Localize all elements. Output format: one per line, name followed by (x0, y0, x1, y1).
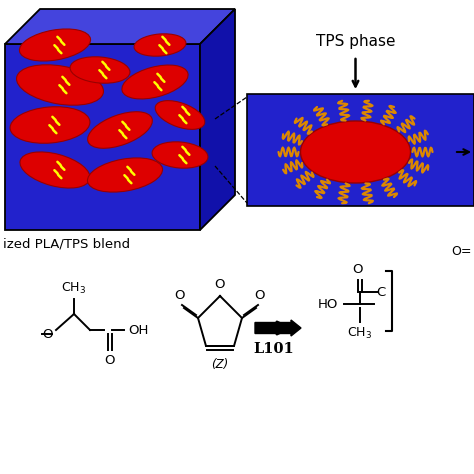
Text: O: O (353, 263, 363, 276)
Ellipse shape (155, 100, 205, 129)
Text: O: O (175, 289, 185, 302)
Ellipse shape (134, 34, 186, 56)
Text: CH$_3$: CH$_3$ (62, 281, 87, 296)
Text: C: C (376, 285, 385, 299)
Text: O: O (43, 328, 53, 340)
Text: (Z): (Z) (211, 358, 228, 371)
Polygon shape (5, 44, 200, 230)
Ellipse shape (17, 65, 103, 105)
Polygon shape (5, 9, 235, 44)
Ellipse shape (152, 142, 208, 168)
Text: L101: L101 (254, 342, 294, 356)
Text: CH$_3$: CH$_3$ (347, 326, 373, 341)
Ellipse shape (88, 112, 152, 148)
Text: TPS phase: TPS phase (316, 34, 395, 49)
FancyArrow shape (255, 320, 301, 336)
Text: O: O (215, 278, 225, 291)
Text: OH: OH (128, 323, 148, 337)
Ellipse shape (20, 152, 90, 188)
Polygon shape (200, 9, 235, 230)
Text: HO: HO (318, 298, 338, 310)
Ellipse shape (122, 65, 188, 99)
Ellipse shape (88, 158, 163, 192)
Text: ized PLA/TPS blend: ized PLA/TPS blend (3, 237, 130, 250)
Ellipse shape (10, 107, 90, 143)
Ellipse shape (70, 57, 130, 83)
Text: O=: O= (452, 245, 472, 258)
Ellipse shape (301, 121, 410, 183)
Text: O: O (255, 289, 265, 302)
Ellipse shape (19, 29, 91, 61)
Text: O: O (105, 354, 115, 367)
Polygon shape (247, 94, 474, 206)
